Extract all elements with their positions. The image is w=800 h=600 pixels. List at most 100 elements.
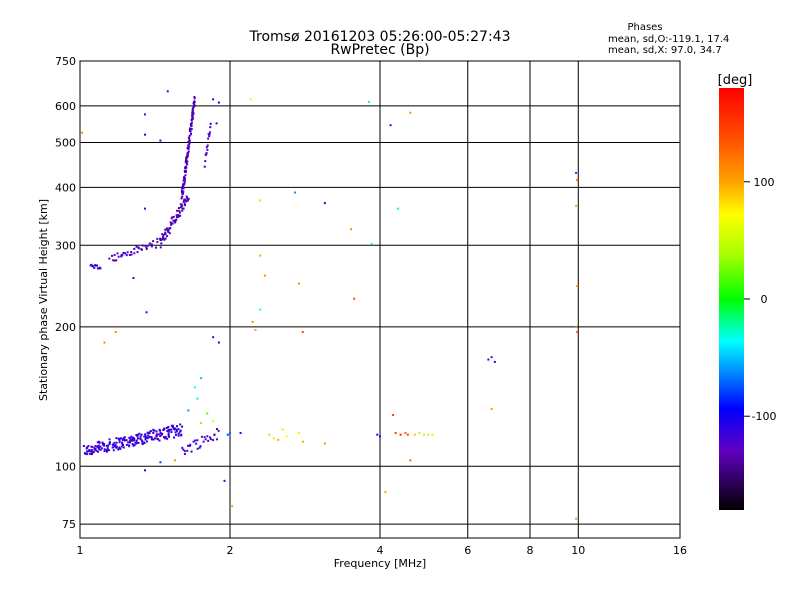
- echo-point: [177, 213, 180, 216]
- echo-point: [159, 429, 162, 432]
- echo-point: [159, 435, 162, 438]
- echo-point: [152, 431, 155, 434]
- echo-point: [259, 254, 262, 257]
- echo-point: [109, 441, 112, 444]
- echo-point: [148, 432, 151, 435]
- echo-point: [198, 446, 201, 449]
- y-tick-label: 400: [55, 181, 76, 194]
- echo-point: [167, 231, 170, 234]
- echo-point: [406, 433, 409, 436]
- echo-point: [155, 434, 158, 437]
- echo-point: [114, 444, 117, 447]
- echo-point: [192, 440, 195, 443]
- echo-point: [431, 433, 434, 436]
- echo-point: [180, 197, 183, 200]
- echo-point: [188, 143, 191, 146]
- echo-point: [186, 199, 189, 202]
- echo-point: [127, 441, 130, 444]
- echo-point: [177, 434, 180, 437]
- echo-point: [133, 247, 136, 250]
- echo-point: [297, 431, 300, 434]
- echo-point: [223, 479, 226, 482]
- echo-point: [141, 442, 144, 445]
- echo-point: [384, 490, 387, 493]
- echo-point: [86, 446, 89, 449]
- echo-point: [133, 252, 136, 255]
- echo-point: [103, 444, 106, 447]
- echo-point: [576, 285, 579, 288]
- echo-point: [136, 251, 139, 254]
- echo-point: [370, 242, 373, 245]
- echo-point: [418, 431, 421, 434]
- echo-point: [167, 433, 170, 436]
- echo-point: [148, 242, 151, 245]
- echo-point: [409, 459, 412, 462]
- echo-point: [161, 433, 164, 436]
- echo-point: [181, 207, 184, 210]
- echo-point: [190, 124, 193, 127]
- echo-point: [156, 241, 159, 244]
- echo-point: [146, 437, 149, 440]
- echo-point: [206, 148, 209, 151]
- echo-point: [119, 437, 122, 440]
- echo-point: [427, 433, 430, 436]
- echo-point: [181, 192, 184, 195]
- echo-point: [187, 147, 190, 150]
- echo-point: [113, 259, 116, 262]
- echo-point: [122, 446, 125, 449]
- echo-point: [212, 98, 215, 101]
- echo-point: [191, 114, 194, 117]
- echo-point: [94, 447, 97, 450]
- echo-point: [128, 254, 131, 257]
- echo-point: [140, 433, 143, 436]
- echo-point: [166, 430, 169, 433]
- echo-point: [207, 439, 210, 442]
- echo-point: [168, 435, 171, 438]
- echo-point: [184, 204, 187, 207]
- echo-point: [297, 282, 300, 285]
- echo-point: [199, 445, 202, 448]
- echo-point: [143, 133, 146, 136]
- echo-point: [175, 433, 178, 436]
- echo-point: [132, 436, 135, 439]
- echo-point: [175, 430, 178, 433]
- echo-point: [162, 234, 165, 237]
- echo-point: [140, 438, 143, 441]
- echo-point: [144, 434, 147, 437]
- y-axis: 75 100 200 300 400 500 600 750: [55, 55, 76, 531]
- echo-point: [186, 444, 189, 447]
- echo-point: [154, 246, 157, 249]
- echo-point: [217, 341, 220, 344]
- echo-point: [575, 325, 578, 328]
- x-axis: 1 2 4 6 8 10 16: [77, 544, 688, 557]
- echo-point: [159, 246, 162, 249]
- echo-point: [301, 440, 304, 443]
- echo-point: [115, 259, 118, 262]
- echo-point: [394, 431, 397, 434]
- echo-point: [182, 207, 185, 210]
- echo-point: [99, 267, 102, 270]
- echo-point: [96, 441, 99, 444]
- echo-point: [135, 441, 138, 444]
- echo-point: [172, 427, 175, 430]
- echo-point: [191, 109, 194, 112]
- echo-point: [206, 144, 209, 147]
- echo-point: [397, 207, 400, 210]
- echo-point: [181, 446, 184, 449]
- echo-point: [379, 435, 381, 438]
- echo-point: [169, 428, 172, 431]
- echo-point: [115, 441, 118, 444]
- y-tick-label: 100: [55, 460, 76, 473]
- echo-point: [103, 448, 106, 451]
- echo-point: [167, 430, 170, 433]
- echo-point: [93, 447, 96, 450]
- echo-point: [206, 435, 209, 438]
- echo-point: [103, 443, 106, 446]
- echo-point: [120, 255, 123, 258]
- echo-point: [186, 154, 189, 157]
- echo-point: [87, 445, 90, 448]
- echo-point: [195, 442, 198, 445]
- echo-point: [173, 436, 176, 439]
- echo-point: [178, 209, 181, 212]
- echo-point: [249, 98, 252, 101]
